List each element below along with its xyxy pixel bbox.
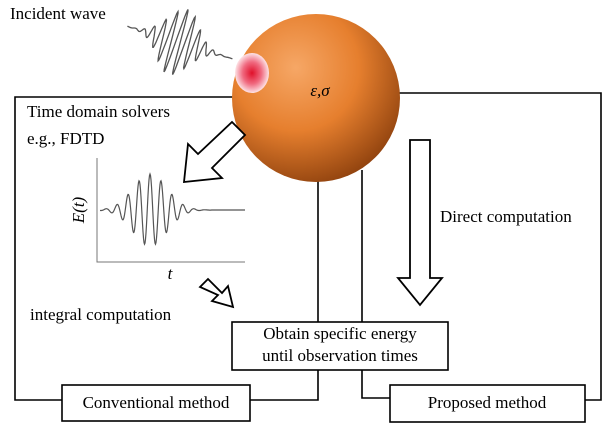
solver-line1: Time domain solvers: [27, 102, 170, 121]
arrow: [398, 140, 442, 305]
center-line1: Obtain specific energy: [263, 324, 417, 343]
hot-spot: [235, 53, 269, 93]
proposed-label: Proposed method: [428, 393, 547, 412]
plot-x-label: t: [168, 264, 174, 283]
connector: [250, 370, 318, 400]
incident-label: Incident wave: [10, 4, 106, 23]
incident-wave: [127, 10, 232, 75]
direct-label: Direct computation: [440, 207, 572, 226]
integral-label: integral computation: [30, 305, 172, 324]
diagram: Incident wave ε,σ Time domain solvers e.…: [0, 0, 609, 430]
center-line2: until observation times: [262, 346, 418, 365]
plot-y-label: E(t): [69, 196, 88, 224]
solver-line2: e.g., FDTD: [27, 129, 104, 148]
arrow: [200, 279, 233, 307]
sphere-label: ε,σ: [310, 81, 330, 100]
conventional-label: Conventional method: [83, 393, 230, 412]
field-wave: [100, 174, 245, 244]
connector: [362, 370, 390, 398]
arrow: [184, 122, 245, 182]
